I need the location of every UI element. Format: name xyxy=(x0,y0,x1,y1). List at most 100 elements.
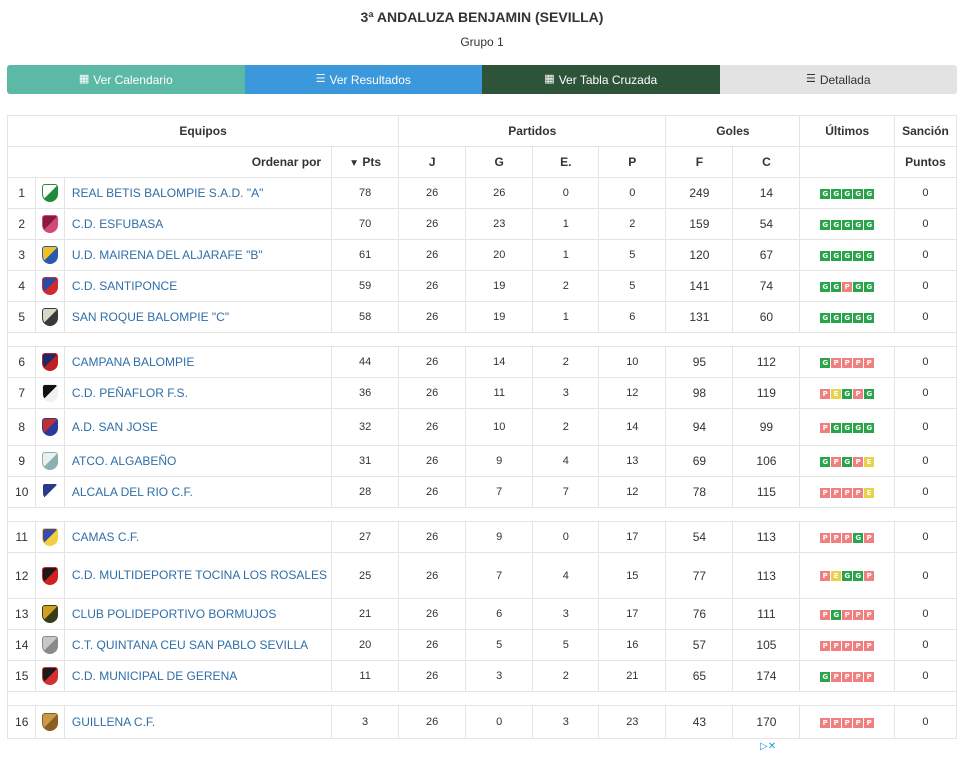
team-crest[interactable] xyxy=(35,408,65,446)
result-badge[interactable]: P xyxy=(842,717,853,728)
result-badge[interactable]: G xyxy=(864,312,875,323)
result-badge[interactable]: G xyxy=(853,281,864,292)
result-badge[interactable]: P xyxy=(864,532,875,543)
ver-resultados-button[interactable]: ☰ Ver Resultados xyxy=(244,65,482,94)
team-crest[interactable] xyxy=(35,521,65,553)
result-badge[interactable]: P xyxy=(842,357,853,368)
result-badge[interactable]: G xyxy=(842,456,853,467)
result-badge[interactable]: G xyxy=(842,422,853,433)
result-badge[interactable]: P xyxy=(842,640,853,651)
team-crest[interactable] xyxy=(35,660,65,692)
result-badge[interactable]: G xyxy=(864,219,875,230)
team-name-link[interactable]: CLUB POLIDEPORTIVO BORMUJOS xyxy=(63,598,333,630)
result-badge[interactable]: P xyxy=(820,487,831,498)
g-header[interactable]: G xyxy=(465,146,534,178)
team-name-link[interactable]: ALCALA DEL RIO C.F. xyxy=(63,476,333,508)
result-badge[interactable]: G xyxy=(842,250,853,261)
team-crest[interactable] xyxy=(35,377,65,409)
result-badge[interactable]: G xyxy=(842,571,853,582)
team-crest[interactable] xyxy=(35,552,65,599)
team-name-link[interactable]: GUILLENA C.F. xyxy=(63,705,333,739)
result-badge[interactable]: P xyxy=(842,671,853,682)
team-crest[interactable] xyxy=(35,346,65,378)
result-badge[interactable]: P xyxy=(853,640,864,651)
result-badge[interactable]: G xyxy=(853,422,864,433)
e-header[interactable]: E. xyxy=(532,146,600,178)
team-name-link[interactable]: SAN ROQUE BALOMPIE "C" xyxy=(63,301,333,333)
result-badge[interactable]: G xyxy=(853,312,864,323)
result-badge[interactable]: P xyxy=(842,609,853,620)
result-badge[interactable]: E xyxy=(831,571,842,582)
result-badge[interactable]: P xyxy=(820,532,831,543)
result-badge[interactable]: P xyxy=(864,640,875,651)
result-badge[interactable]: P xyxy=(831,717,842,728)
team-crest[interactable] xyxy=(35,598,65,630)
result-badge[interactable]: P xyxy=(853,456,864,467)
result-badge[interactable]: P xyxy=(853,388,864,399)
result-badge[interactable]: G xyxy=(831,422,842,433)
result-badge[interactable]: P xyxy=(820,717,831,728)
result-badge[interactable]: E xyxy=(864,487,875,498)
team-crest[interactable] xyxy=(35,445,65,477)
team-crest[interactable] xyxy=(35,476,65,508)
result-badge[interactable]: P xyxy=(831,640,842,651)
team-name-link[interactable]: C.T. QUINTANA CEU SAN PABLO SEVILLA xyxy=(63,629,333,661)
p-header[interactable]: P xyxy=(598,146,667,178)
result-badge[interactable]: P xyxy=(853,609,864,620)
result-badge[interactable]: P xyxy=(864,357,875,368)
result-badge[interactable]: G xyxy=(853,571,864,582)
team-name-link[interactable]: CAMAS C.F. xyxy=(63,521,333,553)
result-badge[interactable]: G xyxy=(842,219,853,230)
result-badge[interactable]: P xyxy=(820,640,831,651)
result-badge[interactable]: G xyxy=(864,388,875,399)
detallada-button[interactable]: ☰ Detallada xyxy=(719,65,957,94)
ver-calendario-button[interactable]: ▦ Ver Calendario xyxy=(7,65,245,94)
result-badge[interactable]: P xyxy=(864,671,875,682)
result-badge[interactable]: G xyxy=(831,312,842,323)
result-badge[interactable]: G xyxy=(831,188,842,199)
result-badge[interactable]: P xyxy=(864,571,875,582)
team-crest[interactable] xyxy=(35,270,65,302)
result-badge[interactable]: G xyxy=(820,671,831,682)
team-name-link[interactable]: C.D. MULTIDEPORTE TOCINA LOS ROSALES xyxy=(63,552,333,599)
result-badge[interactable]: G xyxy=(853,188,864,199)
team-name-link[interactable]: U.D. MAIRENA DEL ALJARAFE "B" xyxy=(63,239,333,271)
result-badge[interactable]: G xyxy=(820,357,831,368)
result-badge[interactable]: P xyxy=(820,609,831,620)
result-badge[interactable]: G xyxy=(842,388,853,399)
result-badge[interactable]: P xyxy=(842,281,853,292)
result-badge[interactable]: P xyxy=(842,532,853,543)
result-badge[interactable]: G xyxy=(820,312,831,323)
team-crest[interactable] xyxy=(35,705,65,739)
result-badge[interactable]: E xyxy=(864,456,875,467)
result-badge[interactable]: G xyxy=(820,250,831,261)
j-header[interactable]: J xyxy=(398,146,467,178)
result-badge[interactable]: P xyxy=(831,671,842,682)
result-badge[interactable]: G xyxy=(831,219,842,230)
result-badge[interactable]: P xyxy=(853,671,864,682)
result-badge[interactable]: P xyxy=(820,422,831,433)
result-badge[interactable]: P xyxy=(831,532,842,543)
result-badge[interactable]: P xyxy=(831,357,842,368)
result-badge[interactable]: G xyxy=(820,281,831,292)
team-name-link[interactable]: ATCO. ALGABEÑO xyxy=(63,445,333,477)
result-badge[interactable]: G xyxy=(820,456,831,467)
team-name-link[interactable]: C.D. ESFUBASA xyxy=(63,208,333,240)
ver-tabla-cruzada-button[interactable]: ▦ Ver Tabla Cruzada xyxy=(482,65,720,94)
team-name-link[interactable]: C.D. SANTIPONCE xyxy=(63,270,333,302)
result-badge[interactable]: G xyxy=(831,609,842,620)
result-badge[interactable]: P xyxy=(853,487,864,498)
result-badge[interactable]: G xyxy=(853,219,864,230)
result-badge[interactable]: P xyxy=(853,717,864,728)
team-crest[interactable] xyxy=(35,239,65,271)
result-badge[interactable]: P xyxy=(831,456,842,467)
team-name-link[interactable]: C.D. MUNICIPAL DE GERENA xyxy=(63,660,333,692)
adchoices-icon[interactable]: ▷✕ xyxy=(760,741,777,752)
result-badge[interactable]: G xyxy=(820,188,831,199)
result-badge[interactable]: P xyxy=(864,717,875,728)
result-badge[interactable]: G xyxy=(853,250,864,261)
result-badge[interactable]: G xyxy=(842,188,853,199)
result-badge[interactable]: P xyxy=(820,571,831,582)
team-name-link[interactable]: C.D. PEÑAFLOR F.S. xyxy=(63,377,333,409)
result-badge[interactable]: G xyxy=(842,312,853,323)
